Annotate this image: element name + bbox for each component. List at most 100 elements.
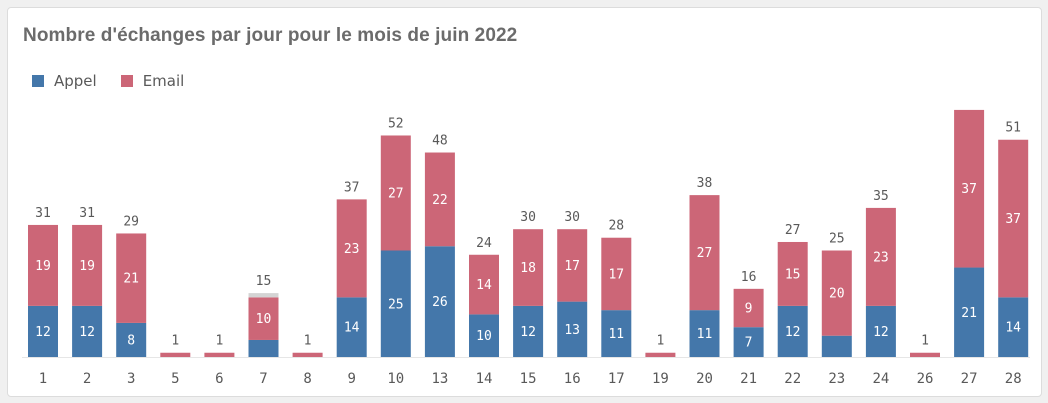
bar-appel-27[interactable] bbox=[954, 267, 985, 357]
bar-email-6[interactable] bbox=[204, 352, 235, 357]
bar-appel-21[interactable] bbox=[733, 327, 764, 357]
total-label-2: 31 bbox=[79, 206, 95, 221]
bar-email-24[interactable] bbox=[865, 207, 896, 306]
bar-appel-1[interactable] bbox=[28, 305, 58, 357]
bar-email-10[interactable] bbox=[380, 135, 411, 251]
total-label-15: 30 bbox=[520, 210, 536, 225]
bar-appel-28[interactable] bbox=[998, 297, 1029, 357]
x-tick-24: 24 bbox=[872, 371, 889, 387]
bar-email-19[interactable] bbox=[645, 352, 676, 357]
bar-email-9[interactable] bbox=[336, 199, 367, 298]
x-tick-21: 21 bbox=[740, 371, 757, 387]
bar-label-email-1: 19 bbox=[35, 259, 51, 274]
bar-appel-13[interactable] bbox=[424, 246, 455, 357]
total-label-21: 16 bbox=[741, 270, 757, 285]
legend-label-appel: Appel bbox=[54, 72, 97, 90]
bar-email-2[interactable] bbox=[72, 224, 103, 306]
bar-appel-15[interactable] bbox=[513, 305, 544, 357]
bar-email-17[interactable] bbox=[601, 237, 632, 311]
bar-appel-9[interactable] bbox=[336, 297, 367, 357]
x-tick-19: 19 bbox=[652, 371, 669, 387]
bar-email-14[interactable] bbox=[469, 254, 499, 315]
bar-email-26[interactable] bbox=[910, 352, 940, 357]
x-tick-23: 23 bbox=[828, 371, 845, 387]
x-tick-6: 6 bbox=[215, 371, 223, 387]
bar-email-15[interactable] bbox=[513, 229, 544, 306]
bar-appel-24[interactable] bbox=[865, 305, 896, 357]
bar-label-appel-13: 26 bbox=[432, 295, 448, 310]
bar-appel-14[interactable] bbox=[469, 314, 499, 357]
bar-email-13[interactable] bbox=[424, 152, 455, 247]
bar-email-22[interactable] bbox=[777, 241, 808, 306]
bar-label-email-14: 14 bbox=[476, 278, 492, 293]
total-label-3: 29 bbox=[123, 214, 139, 229]
bar-label-email-22: 15 bbox=[785, 267, 801, 282]
bar-email-21[interactable] bbox=[733, 288, 764, 328]
bar-email-5[interactable] bbox=[160, 352, 191, 357]
total-label-26: 1 bbox=[921, 334, 929, 349]
bar-label-appel-10: 25 bbox=[388, 297, 404, 312]
bar-label-appel-28: 14 bbox=[1005, 321, 1021, 336]
x-tick-2: 2 bbox=[83, 371, 91, 387]
total-label-24: 35 bbox=[873, 189, 889, 204]
bar-label-email-3: 21 bbox=[123, 272, 139, 287]
x-tick-10: 10 bbox=[387, 371, 404, 387]
bar-label-appel-17: 11 bbox=[608, 327, 624, 342]
total-label-9: 37 bbox=[344, 180, 360, 195]
bar-label-appel-9: 14 bbox=[344, 321, 360, 336]
bar-email-28[interactable] bbox=[998, 139, 1029, 298]
legend-swatch-email bbox=[120, 75, 133, 87]
x-tick-7: 7 bbox=[259, 371, 267, 387]
bar-label-appel-2: 12 bbox=[79, 325, 95, 340]
bar-appel-16[interactable] bbox=[557, 301, 588, 357]
legend-item-appel[interactable]: Appel bbox=[32, 72, 97, 90]
x-tick-3: 3 bbox=[127, 371, 135, 387]
bar-label-appel-15: 12 bbox=[520, 325, 536, 340]
bar-email-3[interactable] bbox=[116, 233, 147, 323]
x-tick-13: 13 bbox=[431, 371, 448, 387]
total-label-6: 1 bbox=[215, 334, 223, 349]
legend-item-email[interactable]: Email bbox=[120, 72, 184, 90]
x-tick-5: 5 bbox=[171, 371, 179, 387]
bar-label-email-16: 17 bbox=[564, 259, 580, 274]
x-tick-16: 16 bbox=[564, 371, 581, 387]
bar-label-appel-16: 13 bbox=[564, 323, 580, 338]
bar-email-23[interactable] bbox=[821, 250, 852, 336]
x-tick-28: 28 bbox=[1005, 371, 1022, 387]
bar-appel-7[interactable] bbox=[248, 339, 279, 357]
bar-appel-22[interactable] bbox=[777, 305, 808, 357]
bar-email-16[interactable] bbox=[557, 229, 588, 302]
bar-email-20[interactable] bbox=[689, 195, 720, 311]
bar-appel-17[interactable] bbox=[601, 310, 632, 357]
bar-label-email-28: 37 bbox=[1005, 212, 1021, 227]
bar-label-appel-27: 21 bbox=[961, 306, 977, 321]
bar-label-email-10: 27 bbox=[388, 186, 404, 201]
chart-title: Nombre d'échanges par jour pour le mois … bbox=[23, 25, 518, 46]
bar-email-7[interactable] bbox=[248, 297, 279, 340]
bar-email-1[interactable] bbox=[28, 224, 58, 306]
bar-appel-10[interactable] bbox=[380, 250, 411, 358]
bar-appel-20[interactable] bbox=[689, 310, 720, 357]
bar-appel-2[interactable] bbox=[72, 305, 103, 357]
bar-appel-3[interactable] bbox=[116, 322, 147, 357]
bar-label-email-21: 9 bbox=[745, 302, 753, 317]
bar-label-email-17: 17 bbox=[608, 267, 624, 282]
total-label-20: 38 bbox=[697, 176, 713, 191]
legend-swatch-appel bbox=[32, 75, 44, 87]
x-tick-8: 8 bbox=[303, 371, 311, 387]
total-label-28: 51 bbox=[1005, 121, 1021, 136]
x-tick-15: 15 bbox=[520, 371, 537, 387]
total-label-1: 31 bbox=[35, 206, 51, 221]
x-tick-27: 27 bbox=[961, 371, 978, 387]
bar-email-27[interactable] bbox=[954, 109, 985, 268]
total-label-14: 24 bbox=[476, 236, 492, 251]
bar-label-appel-14: 10 bbox=[476, 329, 492, 344]
bar-autre-7[interactable] bbox=[248, 293, 279, 298]
bar-label-email-24: 23 bbox=[873, 250, 889, 265]
bar-label-email-13: 22 bbox=[432, 193, 448, 208]
x-tick-9: 9 bbox=[347, 371, 355, 387]
bar-appel-23[interactable] bbox=[821, 335, 852, 357]
bar-email-8[interactable] bbox=[292, 352, 323, 357]
bar-label-email-27: 37 bbox=[961, 182, 977, 197]
